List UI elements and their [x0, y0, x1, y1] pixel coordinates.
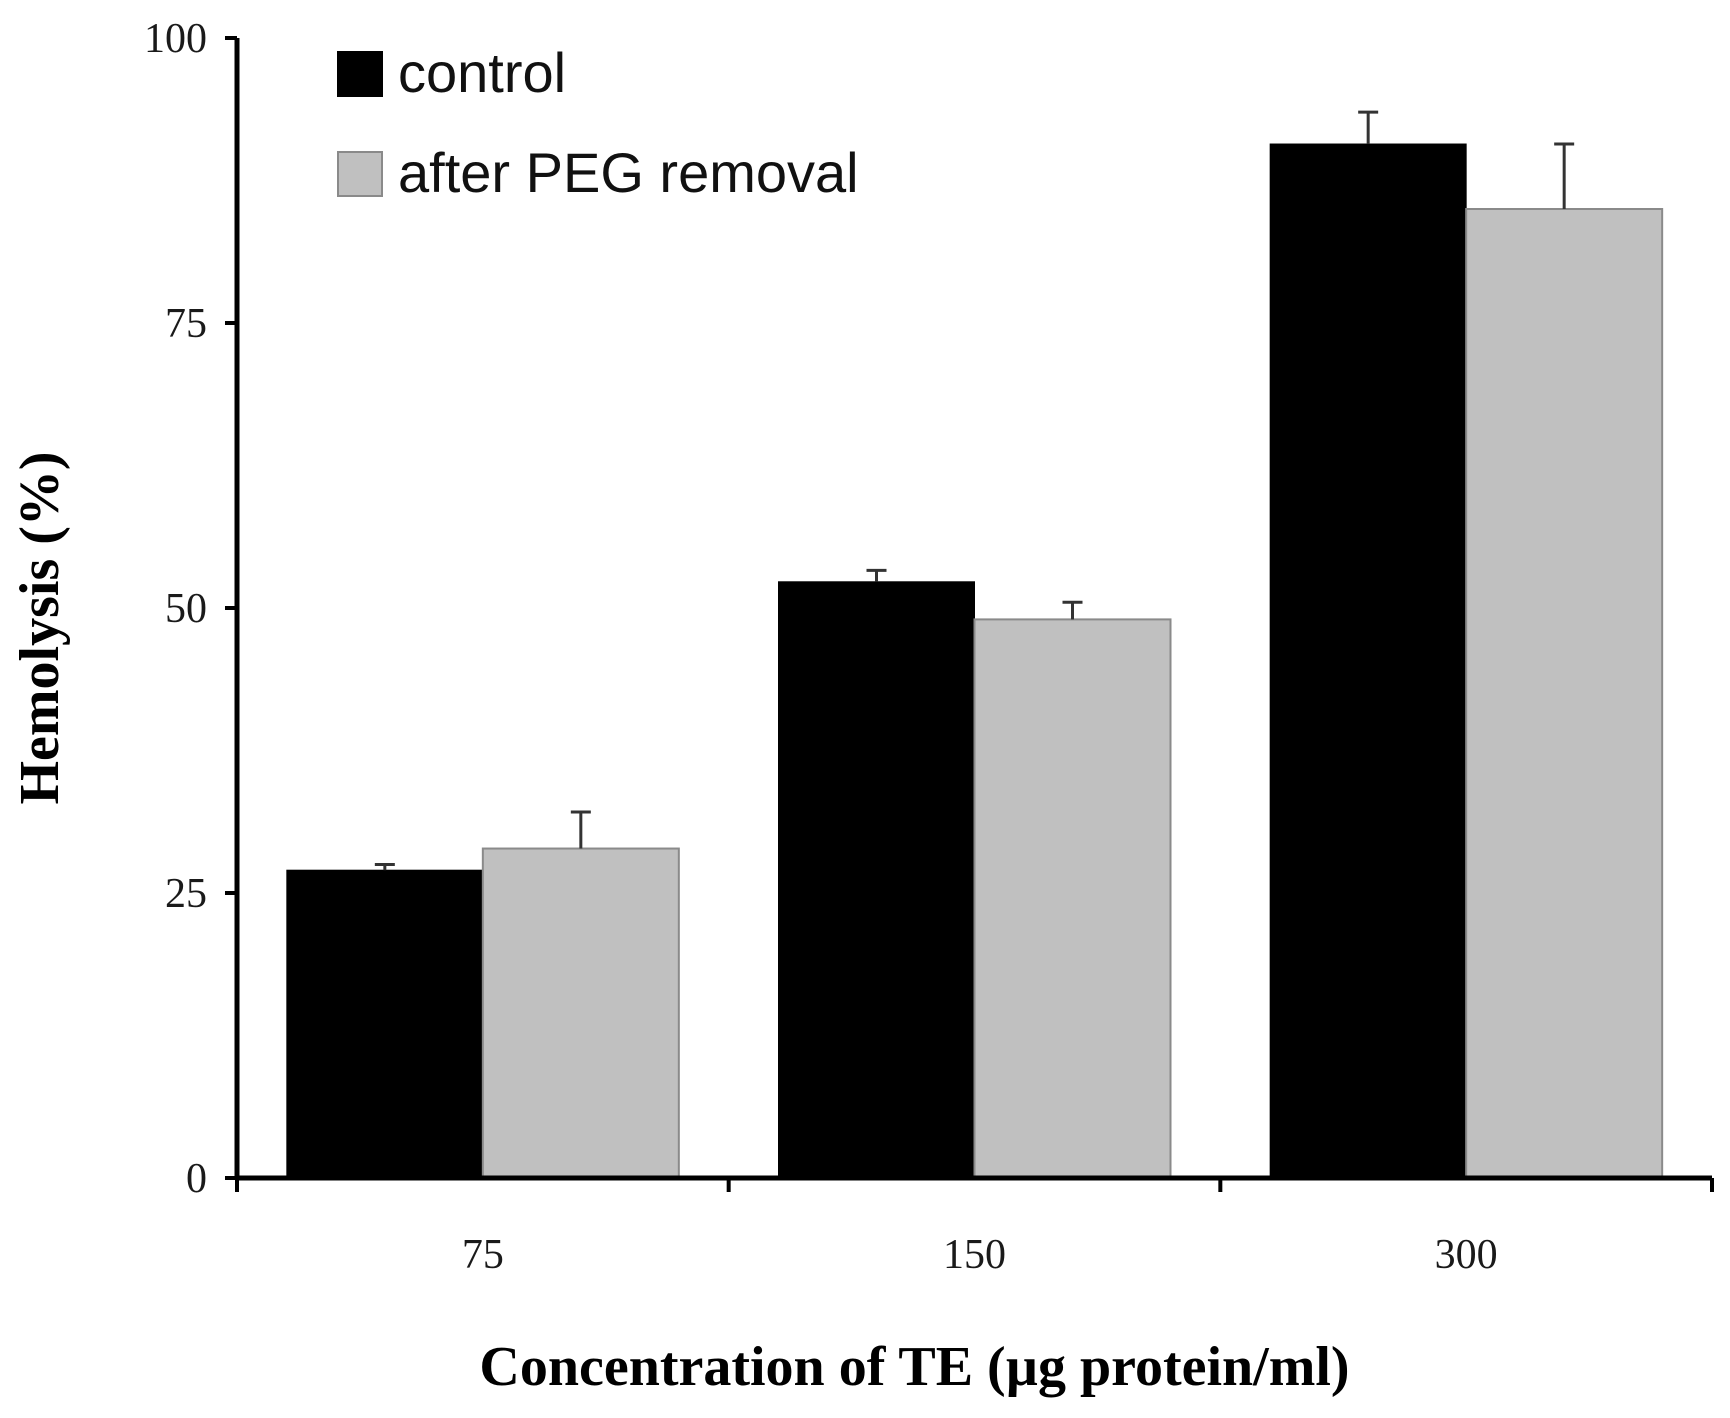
legend-label-after-peg-removal: after PEG removal: [398, 141, 859, 204]
bar-after-peg-removal-150: [973, 618, 1172, 1179]
bar-control-150: [778, 581, 975, 1179]
y-tick-label: 0: [186, 1156, 207, 1202]
bar-control-75: [286, 869, 484, 1179]
bar-control-300: [1269, 143, 1467, 1179]
bars-layer: [286, 143, 1664, 1179]
legend-label-control: control: [398, 41, 566, 104]
legend: control after PEG removal: [337, 41, 859, 204]
x-axis-title: Concentration of TE (µg protein/ml): [479, 1336, 1349, 1398]
ticks-layer: 0 25 50 75 100 75 150 300: [144, 16, 1714, 1278]
y-tick-label: 25: [165, 871, 207, 917]
bar-after-peg-removal-300: [1465, 208, 1664, 1179]
legend-swatch-after-peg-removal: [337, 151, 383, 197]
x-tick-label: 75: [462, 1232, 504, 1278]
y-tick-label: 75: [165, 301, 207, 347]
bar-after-peg-removal-75: [481, 847, 680, 1179]
x-tick-label: 150: [943, 1232, 1006, 1278]
y-axis-title: Hemolysis (%): [9, 451, 71, 804]
error-bars-layer: [374, 110, 1575, 871]
y-tick-label: 100: [144, 16, 207, 62]
y-tick-label: 50: [165, 586, 207, 632]
x-tick-label: 300: [1435, 1232, 1498, 1278]
legend-swatch-control: [337, 51, 383, 97]
